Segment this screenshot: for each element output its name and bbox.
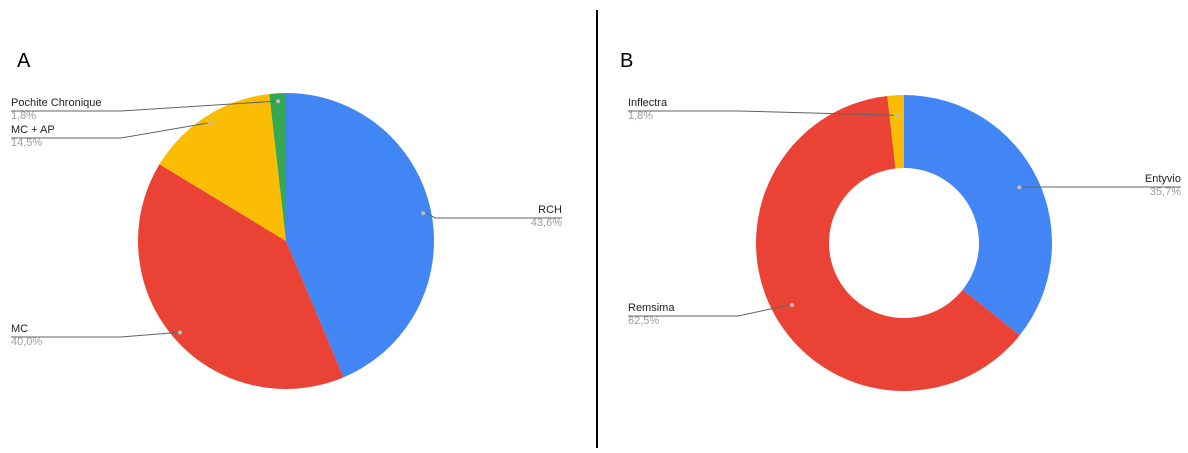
leader-dot-mc-ap <box>209 121 213 125</box>
slice-label-entyvio: Entyvio <box>1145 173 1181 185</box>
slice-label-pochite-chronique: Pochite Chronique <box>11 97 102 109</box>
slice-label-inflectra: Inflectra <box>628 97 668 109</box>
leader-dot-mc <box>178 330 182 334</box>
slice-value-mc-ap: 14,5% <box>11 137 42 149</box>
slice-value-remsima: 62,5% <box>628 315 659 327</box>
slice-label-rch: RCH <box>538 204 562 216</box>
panel-label-a: A <box>17 50 31 72</box>
leader-dot-remsima <box>790 303 794 307</box>
leader-dot-rch <box>421 211 425 215</box>
slice-value-rch: 43,6% <box>531 217 562 229</box>
slice-label-remsima: Remsima <box>628 302 675 314</box>
slice-value-inflectra: 1,8% <box>628 110 653 122</box>
slice-label-mc: MC <box>11 323 28 335</box>
leader-dot-inflectra <box>895 113 899 117</box>
slice-value-entyvio: 35,7% <box>1150 186 1181 198</box>
panel-label-b: B <box>620 50 633 72</box>
slice-value-pochite-chronique: 1,8% <box>11 110 36 122</box>
slice-value-mc: 40,0% <box>11 336 42 348</box>
leader-dot-entyvio <box>1017 185 1021 189</box>
leader-dot-pochite-chronique <box>276 99 280 103</box>
slice-entyvio <box>904 95 1052 335</box>
slice-label-mc-ap: MC + AP <box>11 124 55 136</box>
